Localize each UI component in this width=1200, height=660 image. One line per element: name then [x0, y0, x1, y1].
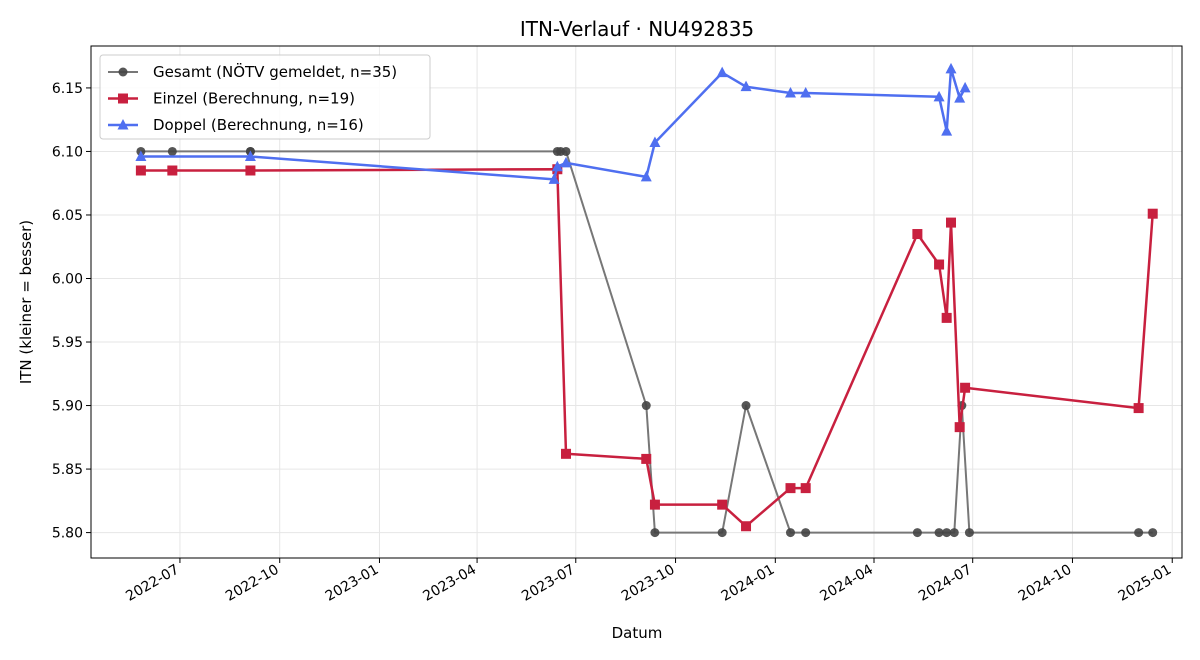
series-2-point [740, 80, 752, 92]
series-2-point [716, 66, 728, 78]
series-1-point [167, 165, 178, 176]
series-2-point [640, 170, 652, 182]
series-0-point [785, 528, 795, 538]
series-0-point [1134, 528, 1144, 538]
series-2-group [135, 62, 971, 184]
series-0-point [641, 401, 651, 411]
legend-marker-1 [118, 93, 128, 104]
series-1-point [946, 217, 957, 228]
series-1-point [912, 229, 923, 240]
series-0-point [949, 528, 959, 538]
series-1-point [785, 483, 796, 494]
y-tick-label: 6.10 [52, 144, 83, 160]
series-0-point [650, 528, 660, 538]
series-0-point [801, 528, 811, 538]
y-tick-label: 5.90 [52, 399, 83, 415]
series-0-point [561, 146, 571, 156]
series-1-point [941, 312, 952, 323]
series-2-point [244, 150, 256, 162]
series-1-point [245, 165, 256, 176]
series-0-point [717, 528, 727, 538]
y-tick-label: 5.95 [52, 335, 83, 351]
series-1-point [561, 448, 572, 459]
plot-area-frame [90, 45, 1183, 559]
legend-label-2: Doppel (Berechnung, n=16) [153, 116, 364, 134]
y-tick-label: 6.15 [52, 81, 83, 97]
series-1-point [954, 422, 965, 433]
series-2-point [551, 160, 563, 172]
legend-marker-2 [117, 119, 129, 130]
legend-label-1: Einzel (Berechnung, n=19) [153, 90, 355, 108]
y-tick-label: 6.00 [52, 271, 83, 287]
y-axis-label: ITN (kleiner = besser) [17, 220, 35, 384]
series-0-point [934, 528, 944, 538]
chart-title: ITN-Verlauf · NU492835 [520, 17, 754, 41]
y-tick-label: 5.80 [52, 526, 83, 542]
x-axis-label: Datum [612, 624, 663, 642]
series-2-point [560, 156, 572, 168]
series-1-point [960, 382, 971, 393]
legend-box [99, 54, 431, 140]
series-2-point [933, 90, 945, 102]
legend: Gesamt (NÖTV gemeldet, n=35) Einzel (Bere… [99, 54, 431, 140]
series-2-point [959, 81, 971, 93]
y-tick-label: 5.85 [52, 462, 83, 478]
y-axis: 5.80 5.85 5.90 5.95 6.00 6.05 6.10 6.15 [52, 81, 91, 542]
series-0-point [912, 528, 922, 538]
series-layer [135, 62, 1158, 538]
series-2-point [800, 87, 812, 98]
legend-label-0: Gesamt (NÖTV gemeldet, n=35) [153, 62, 397, 81]
series-1-point [649, 499, 660, 510]
series-2-line [140, 67, 967, 181]
y-tick-label: 6.05 [52, 208, 83, 224]
series-2-point [945, 62, 957, 74]
series-2-point [135, 150, 147, 162]
series-2-point [941, 125, 953, 136]
series-1-point [1133, 403, 1144, 414]
series-0-point [942, 528, 952, 538]
series-2-point [784, 87, 796, 98]
series-0-point [964, 528, 974, 538]
series-1-point [641, 453, 652, 464]
legend-items: Gesamt (NÖTV gemeldet, n=35) Einzel (Bere… [108, 62, 397, 134]
series-0-point [741, 401, 751, 411]
series-2-point [954, 92, 966, 103]
series-2-point [649, 136, 661, 148]
series-1-point [1147, 208, 1158, 219]
series-1-point [741, 521, 752, 532]
series-2-point [548, 173, 560, 184]
series-1-point [717, 499, 728, 510]
series-0-point [167, 146, 177, 156]
series-0-point [1148, 528, 1158, 538]
series-1-point [800, 483, 811, 494]
series-1-point [135, 165, 146, 176]
series-1-point [934, 259, 945, 270]
legend-marker-0 [118, 67, 128, 77]
